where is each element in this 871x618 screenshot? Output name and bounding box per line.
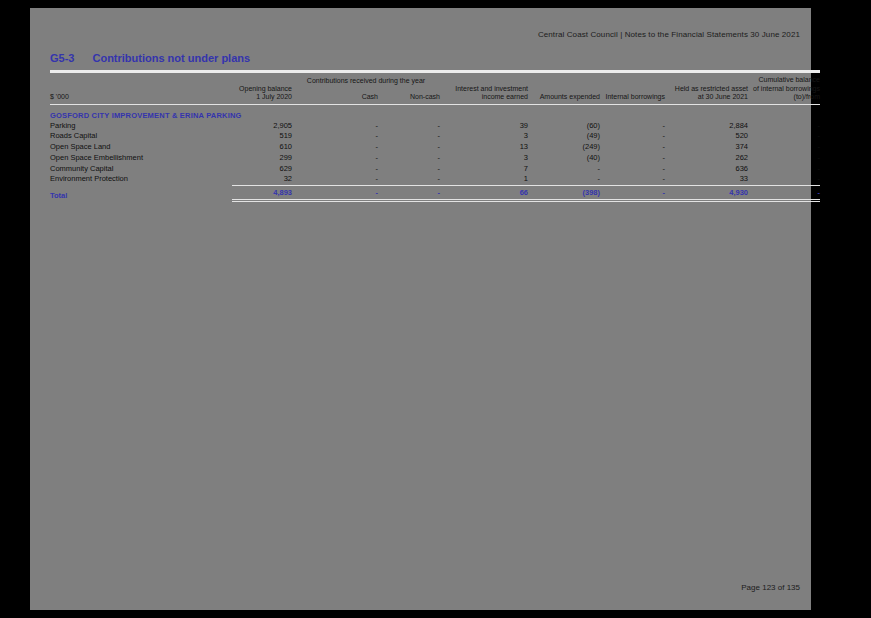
row-values: 610 - - 13 (249) - 374 - xyxy=(232,142,820,153)
cell-noncash-total: - xyxy=(378,186,440,199)
cell-interest: 3 xyxy=(440,131,528,142)
column-header-opening: Opening balance 1 July 2020 xyxy=(232,85,292,102)
table-row: Open Space Land 610 - - 13 (249) - 374 - xyxy=(50,142,820,153)
cell-cumulative: - xyxy=(748,142,820,153)
column-header-held-restricted: Held as restricted asset at 30 June 2021 xyxy=(665,85,748,102)
cell-cumulative: - xyxy=(748,174,820,185)
cell-cash: - xyxy=(292,164,378,175)
row-label: Open Space Land xyxy=(50,142,232,153)
cell-held: 262 xyxy=(665,153,748,164)
cell-held: 374 xyxy=(665,142,748,153)
cell-cash: - xyxy=(292,153,378,164)
cell-noncash: - xyxy=(378,121,440,132)
cell-internal: - xyxy=(600,142,665,153)
row-values: 629 - - 7 - - 636 - xyxy=(232,164,820,175)
cell-internal: - xyxy=(600,153,665,164)
cell-interest: 3 xyxy=(440,153,528,164)
page-number: Page 123 of 135 xyxy=(741,583,800,592)
total-values: 4,893 - - 66 (398) - 4,930 - xyxy=(232,185,820,202)
cell-cash: - xyxy=(292,121,378,132)
cell-internal: - xyxy=(600,164,665,175)
cell-interest: 39 xyxy=(440,121,528,132)
cell-internal: - xyxy=(600,174,665,185)
cell-held: 2,884 xyxy=(665,121,748,132)
cell-expended: - xyxy=(528,174,600,185)
row-values: 519 - - 3 (49) - 520 - xyxy=(232,131,820,142)
column-header-internal-borrowings: Internal borrowings xyxy=(600,93,665,102)
table-row: Open Space Embellishment 299 - - 3 (40) … xyxy=(50,153,820,164)
cell-expended: - xyxy=(528,164,600,175)
group-subcolumns: Cash Non-cash xyxy=(292,93,440,102)
table-total-row: Total 4,893 - - 66 (398) - 4,930 - xyxy=(50,185,820,202)
cell-interest: 1 xyxy=(440,174,528,185)
cell-noncash: - xyxy=(378,164,440,175)
cell-interest: 7 xyxy=(440,164,528,175)
cell-held-total: 4,930 xyxy=(665,186,748,199)
table-row: Community Capital 629 - - 7 - - 636 - xyxy=(50,164,820,175)
table-row: Environment Protection 32 - - 1 - - 33 - xyxy=(50,174,820,185)
cell-cumulative: - xyxy=(748,164,820,175)
column-header-interest: Interest and investment income earned xyxy=(440,85,528,102)
document-header: Central Coast Council | Notes to the Fin… xyxy=(50,30,800,39)
column-header-cumulative-borrowings: Cumulative balance of internal borrowing… xyxy=(748,76,820,102)
cell-expended: (40) xyxy=(528,153,600,164)
cell-interest: 13 xyxy=(440,142,528,153)
section-header: GOSFORD CITY IMPROVEMENT & ERINA PARKING xyxy=(50,110,820,121)
row-values: 299 - - 3 (40) - 262 - xyxy=(232,153,820,164)
cell-interest-total: 66 xyxy=(440,186,528,199)
cell-opening: 2,905 xyxy=(232,121,292,132)
cell-held: 33 xyxy=(665,174,748,185)
cell-opening: 519 xyxy=(232,131,292,142)
row-label: Roads Capital xyxy=(50,131,232,142)
cell-noncash: - xyxy=(378,174,440,185)
cell-expended: (49) xyxy=(528,131,600,142)
cell-opening-total: 4,893 xyxy=(232,186,292,199)
column-group-contributions: Contributions received during the year C… xyxy=(292,76,440,102)
row-values: 32 - - 1 - - 33 - xyxy=(232,174,820,185)
table-row: Parking 2,905 - - 39 (60) - 2,884 - xyxy=(50,121,820,132)
cell-cumulative: - xyxy=(748,121,820,132)
note-code: G5-3 xyxy=(50,52,74,64)
contributions-table: $ '000 Opening balance 1 July 2020 Contr… xyxy=(50,73,820,202)
units-label: $ '000 xyxy=(50,93,232,102)
cell-expended-total: (398) xyxy=(528,186,600,199)
note-title-text: Contributions not under plans xyxy=(92,52,250,64)
cell-internal: - xyxy=(600,121,665,132)
cell-expended: (60) xyxy=(528,121,600,132)
total-label: Total xyxy=(50,189,232,202)
cell-held: 636 xyxy=(665,164,748,175)
row-label: Community Capital xyxy=(50,164,232,175)
row-label: Environment Protection xyxy=(50,174,232,185)
column-header-cash: Cash xyxy=(292,93,378,102)
column-header-expended: Amounts expended xyxy=(528,93,600,102)
cell-cash-total: - xyxy=(292,186,378,199)
table-row: Roads Capital 519 - - 3 (49) - 520 - xyxy=(50,131,820,142)
cell-internal-total: - xyxy=(600,186,665,199)
row-values: 2,905 - - 39 (60) - 2,884 - xyxy=(232,121,820,132)
cell-cumulative: - xyxy=(748,131,820,142)
cell-opening: 610 xyxy=(232,142,292,153)
document-page: Central Coast Council | Notes to the Fin… xyxy=(30,8,811,610)
row-label: Parking xyxy=(50,121,232,132)
cell-cash: - xyxy=(292,142,378,153)
group-header-label: Contributions received during the year xyxy=(292,76,440,86)
cell-opening: 629 xyxy=(232,164,292,175)
cell-cash: - xyxy=(292,131,378,142)
table-header-row: $ '000 Opening balance 1 July 2020 Contr… xyxy=(50,73,820,105)
cell-held: 520 xyxy=(665,131,748,142)
row-label: Open Space Embellishment xyxy=(50,153,232,164)
note-title: G5-3 Contributions not under plans xyxy=(50,52,800,64)
cell-noncash: - xyxy=(378,153,440,164)
cell-cash: - xyxy=(292,174,378,185)
cell-internal: - xyxy=(600,131,665,142)
cell-opening: 299 xyxy=(232,153,292,164)
cell-noncash: - xyxy=(378,142,440,153)
cell-opening: 32 xyxy=(232,174,292,185)
cell-noncash: - xyxy=(378,131,440,142)
column-header-noncash: Non-cash xyxy=(378,93,440,102)
cell-expended: (249) xyxy=(528,142,600,153)
cell-cumulative-total: - xyxy=(748,186,820,199)
cell-cumulative: - xyxy=(748,153,820,164)
